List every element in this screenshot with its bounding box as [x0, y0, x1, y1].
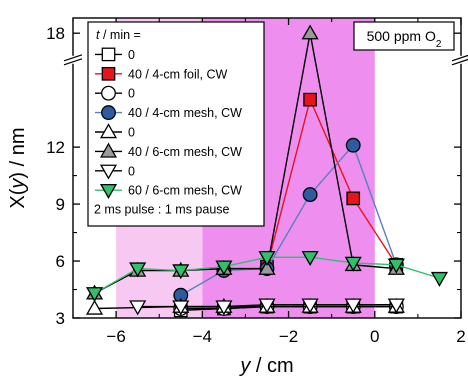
axis-break-slash [451, 54, 468, 62]
y-axis-title: X(y) / nm [7, 127, 29, 208]
data-point-6-2 [215, 300, 233, 316]
legend-label: 0 [128, 126, 135, 140]
data-point-7-5 [301, 251, 319, 266]
axis-break-gap [452, 55, 468, 64]
axis-break-1 [451, 54, 468, 66]
data-point-7-8 [430, 271, 449, 287]
legend-marker [99, 142, 118, 158]
data-point-5-4 [258, 259, 276, 275]
legend-box [87, 21, 265, 227]
x-tick-label-4: 2 [456, 327, 465, 346]
x-tick-label-3: 0 [370, 327, 379, 346]
y-tick-label-0: 3 [56, 309, 65, 328]
data-point-4-0 [85, 299, 104, 315]
axis-break-gap [64, 55, 82, 64]
legend-item-2: 0 [95, 85, 135, 101]
axis-break-slash [63, 58, 83, 66]
legend-label: 40 / 4-cm foil, CW [128, 67, 228, 81]
legend-item-0: 0 [95, 47, 135, 62]
axis-titles: y / cm X(y) / nm [7, 127, 294, 377]
annotation-frame [353, 21, 455, 51]
data-point-7-3 [215, 260, 233, 276]
data-point-5-5 [301, 24, 319, 40]
legend-marker [101, 85, 116, 101]
legend-marker [99, 164, 118, 180]
legend-item-7: 60 / 6-cm mesh, CW [95, 183, 242, 199]
series-7 [85, 251, 449, 303]
x-tick-label-0: −6 [106, 327, 125, 346]
legend-header: t / min = [96, 28, 141, 42]
data-point-3-3 [302, 187, 318, 203]
data-point-6-0 [129, 300, 147, 316]
data-point-7-1 [129, 262, 147, 278]
legend-marker [99, 183, 118, 199]
y-tick-label-4: 18 [46, 24, 65, 43]
legend-item-1: 40 / 4-cm foil, CW [95, 66, 228, 81]
y-tick-label-3: 12 [46, 138, 65, 157]
data-point-7-2 [172, 264, 190, 280]
legend-item-3: 40 / 4-cm mesh, CW [95, 105, 242, 121]
annotation-box: 500 ppm O2 [353, 21, 455, 51]
data-point-7-4 [258, 251, 276, 266]
data-series [85, 24, 449, 318]
data-point-6-4 [301, 298, 319, 314]
legend-label: 0 [128, 164, 135, 178]
series-6 [129, 298, 405, 316]
legend-label: 0 [128, 87, 135, 101]
legend-marker [101, 66, 116, 81]
data-point-6-5 [344, 298, 362, 314]
legend-marker [101, 47, 116, 62]
legend-item-4: 0 [95, 123, 135, 140]
data-point-6-1 [172, 300, 190, 316]
axis-break-slash [451, 58, 468, 66]
data-point-7-6 [344, 256, 362, 272]
axis-break-0 [63, 54, 83, 66]
legend-label: 40 / 4-cm mesh, CW [128, 106, 242, 120]
x-axis-title: y / cm [238, 355, 293, 377]
legend-item-6: 0 [95, 164, 135, 180]
data-point-1-1 [303, 92, 317, 107]
legend-marker [99, 123, 118, 139]
x-tick-label-1: −4 [193, 327, 212, 346]
y-tick-label-2: 9 [56, 195, 65, 214]
data-point-6-3 [258, 298, 276, 314]
legend: t / min = 0 40 / 4-cm foil, CW 0 40 / 4-cm m… [87, 21, 265, 227]
legend-marker [101, 105, 116, 121]
data-point-7-0 [85, 287, 104, 303]
legend-item-5: 40 / 6-cm mesh, CW [95, 142, 242, 159]
data-point-1-2 [346, 191, 361, 206]
series-line-5 [94, 33, 397, 294]
plot-frame [72, 17, 462, 319]
legend-footer: 2 ms pulse : 1 ms pause [94, 203, 230, 217]
legend-label: 40 / 6-cm mesh, CW [128, 145, 242, 159]
legend-label: 0 [128, 48, 135, 62]
x-tick-label-2: −2 [279, 327, 298, 346]
axis-break-slash [63, 54, 83, 62]
y-tick-label-1: 6 [56, 252, 65, 271]
annotation-text: 500 ppm O2 [367, 28, 442, 50]
data-point-7-7 [387, 258, 405, 274]
data-point-6-6 [387, 298, 405, 314]
data-point-3-4 [345, 137, 361, 153]
legend-label: 60 / 6-cm mesh, CW [128, 184, 242, 198]
